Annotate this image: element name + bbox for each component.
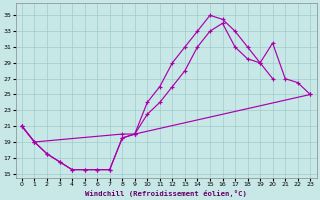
X-axis label: Windchill (Refroidissement éolien,°C): Windchill (Refroidissement éolien,°C) — [85, 190, 247, 197]
